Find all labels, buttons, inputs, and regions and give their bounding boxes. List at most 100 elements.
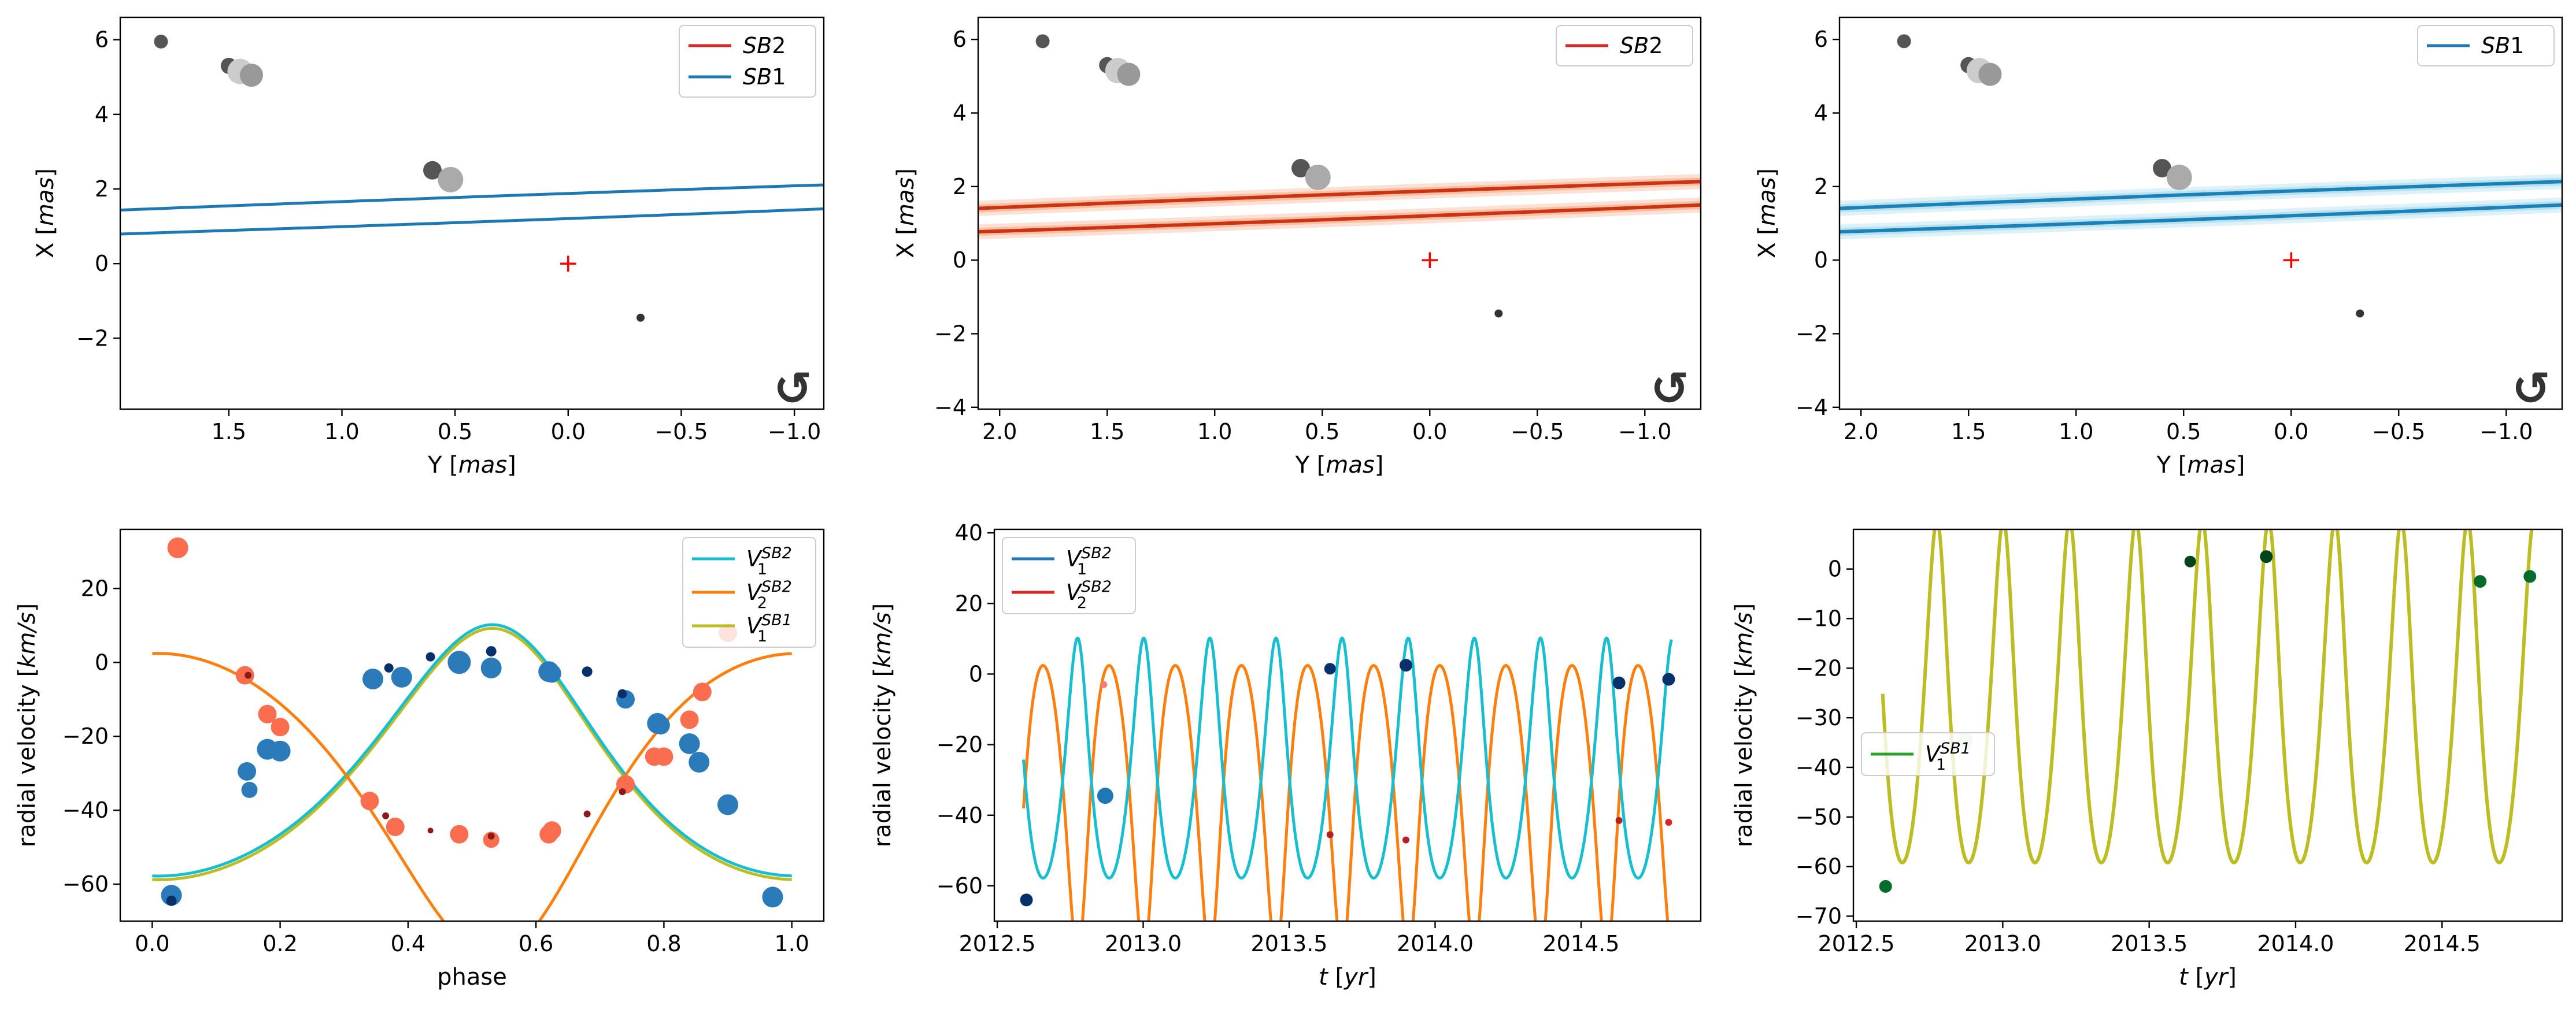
obs-point-v1	[391, 666, 412, 688]
obs-point-v2	[654, 747, 673, 766]
legend-label: SB1	[2481, 33, 2524, 58]
orbit-line-sb2	[1604, 168, 1609, 169]
y-tick-label: −50	[1796, 804, 1842, 830]
obs-point-small	[582, 666, 593, 677]
x-tick-label: 0.4	[391, 931, 425, 956]
obs-point	[1402, 836, 1409, 844]
obs-point	[2184, 555, 2196, 567]
y-tick-label: −60	[1796, 854, 1842, 880]
x-tick-label: 2013.5	[1251, 931, 1328, 956]
x-tick-label: 2012.5	[1818, 931, 1895, 956]
obs-point-v2	[450, 825, 469, 844]
legend-label: SB1	[743, 64, 786, 90]
obs-point-v2	[360, 792, 379, 811]
rotation-direction-icon: ↺	[1650, 362, 1689, 415]
legend-label: VSB2 1	[746, 544, 792, 578]
y-tick-label: −40	[1796, 755, 1842, 780]
obs-point	[1326, 831, 1334, 838]
obs-point-v1	[161, 885, 182, 906]
obs-point-v1	[238, 762, 257, 781]
orbit-position-marker	[2356, 309, 2364, 318]
orbit-line-sb1	[120, 183, 824, 236]
obs-point-small	[166, 895, 177, 906]
x-tick-label: 2012.5	[959, 931, 1036, 956]
x-tick-label: 0.2	[262, 931, 297, 956]
obs-point-v1	[717, 794, 739, 815]
plot-area	[1020, 636, 1675, 921]
y-tick-label: 40	[955, 520, 983, 546]
y-axis-label: X [mas]	[1754, 168, 1781, 258]
legend-label: VSB2 2	[746, 578, 792, 612]
y-tick-label: 0	[1814, 247, 1828, 273]
obs-point-small	[487, 832, 495, 840]
rotation-direction-icon: ↺	[2512, 362, 2551, 415]
y-tick-label: −40	[937, 803, 983, 828]
orbit-position-marker	[154, 34, 168, 49]
obs-point	[1100, 681, 1108, 688]
orbit-uncertainty-band	[978, 174, 1701, 240]
x-tick-label: 2.0	[982, 419, 1017, 444]
x-tick-label: 0.0	[551, 419, 586, 444]
legend: SB1	[2417, 25, 2555, 66]
legend-box	[1002, 537, 1136, 614]
x-tick-label: −1.0	[1618, 419, 1671, 444]
y-tick-label: −10	[1796, 606, 1842, 631]
x-tick-label: 2013.5	[2111, 931, 2188, 956]
legend-label: VSB2 1	[1066, 544, 1112, 578]
y-tick-label: −30	[1796, 705, 1842, 730]
y-tick-label: 6	[953, 27, 967, 52]
x-tick-label: 1.0	[1197, 419, 1232, 444]
obs-point	[1662, 673, 1675, 686]
orbit-position-marker	[1117, 62, 1141, 86]
center-marker: +	[2281, 245, 2302, 274]
obs-point-small	[486, 646, 497, 657]
obs-point-v1	[762, 886, 783, 908]
legend-label: SB2	[743, 33, 786, 58]
y-axis-label: radial velocity [km/s]	[869, 603, 896, 848]
legend-label: VSB2 2	[1066, 578, 1112, 612]
y-tick-label: −60	[62, 871, 109, 897]
y-tick-label: −2	[76, 325, 109, 351]
y-axis-label: radial velocity [km/s]	[1731, 603, 1757, 848]
orbit-position-marker	[438, 166, 464, 192]
x-tick-label: 2014.5	[2404, 931, 2481, 956]
x-tick-label: 0.0	[2274, 419, 2308, 444]
obs-point	[1324, 663, 1336, 675]
curve-v1-sb1	[152, 626, 792, 881]
x-tick-label: 1.5	[212, 419, 246, 444]
obs-point-small	[425, 652, 435, 662]
plot-area	[152, 537, 792, 921]
y-axis-label: X [mas]	[32, 168, 59, 258]
axes-frame	[1838, 16, 2563, 410]
y-tick-label: 0	[95, 650, 109, 675]
y-axis-label: radial velocity [km/s]	[14, 603, 40, 848]
y-tick-label: −60	[937, 873, 983, 899]
x-tick-label: 1.0	[2059, 419, 2093, 444]
panel-rv_phase: 0.0 0.2 0.4 0.6 0.8 1.0 −60 −40 −20 0 20 phase radia…	[14, 528, 825, 990]
y-tick-label: −20	[62, 723, 109, 749]
y-tick-label: 0	[1828, 556, 1842, 582]
legend-box	[679, 25, 816, 98]
x-axis-label: t [yr]	[1319, 964, 1376, 990]
x-tick-label: −0.5	[1511, 419, 1564, 444]
orbit-position-marker	[1305, 164, 1331, 190]
legend: SB2	[1556, 25, 1693, 66]
obs-point	[1879, 880, 1892, 893]
orbit-position-marker	[636, 313, 645, 322]
y-tick-label: 0	[969, 661, 983, 687]
obs-point	[1612, 676, 1626, 689]
y-tick-label: 0	[953, 247, 967, 273]
x-tick-label: 0.0	[1412, 419, 1447, 444]
x-tick-label: −0.5	[654, 419, 708, 444]
x-tick-label: 0.6	[519, 931, 553, 956]
obs-point	[1020, 893, 1033, 907]
obs-point-v1	[679, 733, 700, 754]
obs-point	[2474, 575, 2487, 588]
orbit-position-marker	[1291, 159, 1311, 178]
obs-point-v1	[480, 657, 502, 678]
orbit-position-marker	[1494, 309, 1503, 318]
axes-frame	[119, 16, 825, 410]
y-axis-label: X [mas]	[893, 168, 919, 258]
